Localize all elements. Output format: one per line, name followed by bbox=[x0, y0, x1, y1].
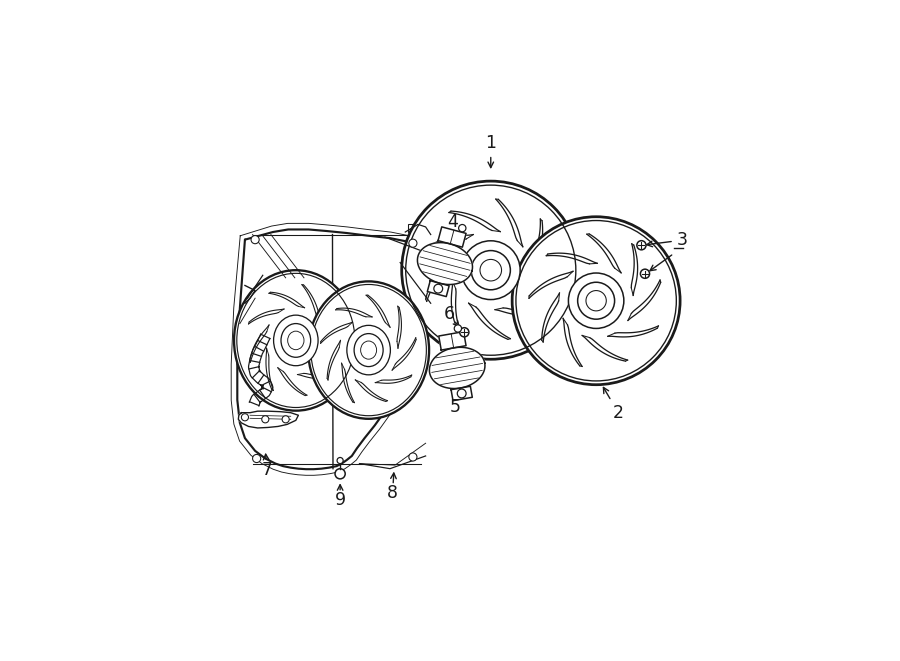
Circle shape bbox=[409, 239, 417, 247]
Circle shape bbox=[282, 416, 289, 423]
Circle shape bbox=[335, 469, 346, 479]
Circle shape bbox=[637, 241, 646, 250]
FancyBboxPatch shape bbox=[408, 224, 423, 232]
Text: 1: 1 bbox=[485, 134, 496, 152]
Text: 7: 7 bbox=[261, 461, 273, 479]
Polygon shape bbox=[429, 347, 485, 389]
Ellipse shape bbox=[346, 325, 391, 375]
Ellipse shape bbox=[472, 251, 510, 290]
Ellipse shape bbox=[354, 334, 383, 367]
Circle shape bbox=[641, 269, 650, 278]
Circle shape bbox=[434, 284, 443, 293]
Text: 5: 5 bbox=[450, 398, 461, 416]
Text: 8: 8 bbox=[387, 484, 398, 502]
Ellipse shape bbox=[512, 217, 680, 385]
Circle shape bbox=[409, 453, 417, 461]
Polygon shape bbox=[238, 411, 299, 428]
Circle shape bbox=[454, 325, 462, 332]
Circle shape bbox=[459, 225, 466, 232]
Ellipse shape bbox=[401, 181, 580, 360]
Polygon shape bbox=[438, 227, 466, 247]
Circle shape bbox=[457, 389, 466, 398]
Polygon shape bbox=[418, 243, 472, 284]
Text: 9: 9 bbox=[335, 490, 346, 509]
Circle shape bbox=[241, 414, 248, 421]
Circle shape bbox=[262, 416, 269, 423]
Ellipse shape bbox=[569, 273, 624, 329]
Ellipse shape bbox=[462, 241, 520, 299]
Ellipse shape bbox=[578, 282, 615, 319]
Ellipse shape bbox=[308, 282, 429, 419]
Circle shape bbox=[251, 235, 259, 244]
Text: 4: 4 bbox=[447, 213, 458, 231]
Circle shape bbox=[338, 457, 343, 463]
Polygon shape bbox=[439, 332, 466, 350]
Ellipse shape bbox=[274, 315, 318, 366]
Circle shape bbox=[253, 454, 261, 463]
Text: 2: 2 bbox=[613, 404, 624, 422]
Ellipse shape bbox=[281, 324, 310, 358]
Ellipse shape bbox=[234, 270, 357, 410]
Polygon shape bbox=[451, 386, 472, 401]
Circle shape bbox=[460, 328, 469, 337]
Polygon shape bbox=[428, 281, 449, 297]
Text: 3: 3 bbox=[677, 231, 688, 249]
Text: 6: 6 bbox=[444, 305, 454, 323]
